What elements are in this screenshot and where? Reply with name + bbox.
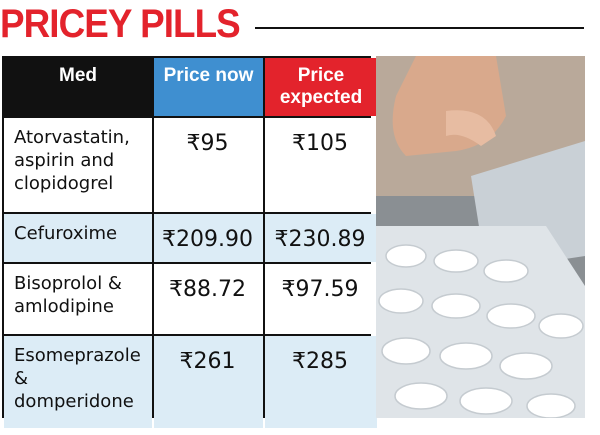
price-cell: ₹95 (154, 118, 263, 212)
med-cell: Bisoprolol & amlodipine (4, 264, 152, 334)
price-cell: ₹97.59 (265, 264, 377, 334)
med-cell: Atorvastatin, aspirin and clopidogrel (4, 118, 152, 212)
price-cell: ₹209.90 (154, 214, 263, 262)
column-header: Med (4, 58, 152, 116)
price-cell: ₹285 (265, 336, 377, 428)
med-cell: Cefuroxime (4, 214, 152, 262)
pills-photo (376, 56, 585, 418)
title: PRICEY PILLS (0, 2, 241, 46)
price-cell: ₹230.89 (265, 214, 377, 262)
price-cell: ₹88.72 (154, 264, 263, 334)
price-cell: ₹105 (265, 118, 377, 212)
column-header: Price expected (265, 58, 377, 116)
column-header: Price now (154, 58, 263, 116)
med-cell: Esomeprazole & domperidone (4, 336, 152, 428)
price-cell: ₹261 (154, 336, 263, 428)
price-table: Med Price now Price expected Atorvastatin, … (2, 56, 377, 428)
title-rule (255, 27, 584, 29)
